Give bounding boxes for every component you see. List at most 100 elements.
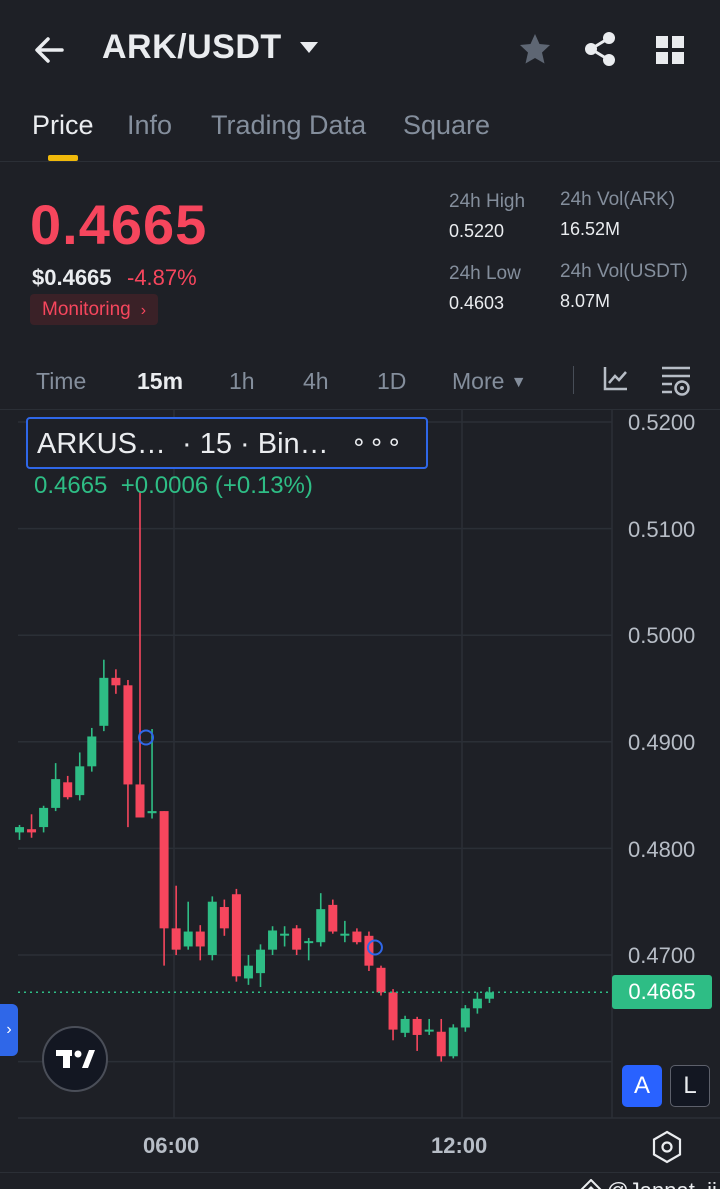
grid-icon[interactable] <box>654 34 686 66</box>
y-tick: 0.4700 <box>628 943 696 968</box>
candle-body <box>340 933 350 936</box>
symbol-label: ARKUS… · 15 · Bin… <box>37 428 329 460</box>
ohlc-readout: 0.4665 +0.0006 (+0.13%) <box>34 472 313 499</box>
event-marker <box>366 939 383 956</box>
interval-4h[interactable]: 4h <box>303 368 329 394</box>
candle-body <box>99 677 109 726</box>
interval-divider <box>573 366 574 394</box>
candle-body <box>436 1031 446 1057</box>
candle-body <box>292 928 302 950</box>
candle-body <box>87 736 97 767</box>
candle-body <box>316 909 326 943</box>
page-tabs: Price Info Trading Data Square <box>0 100 720 162</box>
candle-body <box>111 677 121 686</box>
tab-square[interactable]: Square <box>403 110 491 140</box>
chevron-right-icon: › <box>140 302 147 319</box>
stat-low-value: 0.4603 <box>449 293 505 313</box>
y-tick: 0.5000 <box>628 623 696 648</box>
candle-body <box>219 907 229 929</box>
candle-body <box>75 766 85 796</box>
candle-body <box>183 931 193 947</box>
active-tab-indicator <box>48 155 78 161</box>
candle-body <box>195 931 205 947</box>
candle-body <box>328 904 338 932</box>
more-options-icon[interactable]: ∘∘∘ <box>351 428 404 456</box>
monitoring-label: Monitoring <box>42 299 131 320</box>
stat-vol-base-value: 16.52M <box>560 219 621 239</box>
candle-body <box>231 894 241 977</box>
candle-body <box>268 930 278 950</box>
candle-body <box>15 827 24 833</box>
y-tick: 0.5100 <box>628 517 696 542</box>
candle-body <box>63 782 73 798</box>
interval-1h[interactable]: 1h <box>229 368 255 394</box>
chart-settings-icon[interactable] <box>660 364 692 396</box>
candle-body <box>123 685 133 785</box>
interval-more[interactable]: More ▼ <box>452 368 527 395</box>
interval-time[interactable]: Time <box>36 368 87 394</box>
candle-body <box>388 992 398 1030</box>
price-change-percent: -4.87% <box>127 265 197 290</box>
tradingview-logo[interactable] <box>42 1026 108 1092</box>
tab-info[interactable]: Info <box>127 110 173 140</box>
candle-body <box>171 928 181 950</box>
share-icon[interactable] <box>582 30 618 68</box>
candle-body <box>412 1018 422 1035</box>
candle-body <box>207 901 217 955</box>
indicator-icon[interactable] <box>602 364 630 392</box>
stat-high-label: 24h High <box>449 191 526 212</box>
tab-price[interactable]: Price <box>32 110 94 140</box>
candle-body <box>27 829 37 833</box>
stat-vol-base-label: 24h Vol(ARK) <box>560 189 676 210</box>
log-scale-button[interactable]: L <box>670 1065 710 1107</box>
last-price: 0.4665 <box>30 193 208 256</box>
candle-body <box>243 965 253 979</box>
tradingview-logo-icon <box>56 1050 95 1068</box>
top-bar: ARK/USDT <box>0 0 720 100</box>
candle-body <box>352 931 362 943</box>
hexagon-settings-icon[interactable] <box>650 1130 684 1164</box>
stat-low-label: 24h Low <box>449 263 521 284</box>
stat-high-value: 0.5220 <box>449 221 505 241</box>
caret-down-icon: ▼ <box>510 374 527 391</box>
star-icon[interactable] <box>518 32 552 66</box>
symbol-legend[interactable]: ARKUS… · 15 · Bin… ∘∘∘ <box>26 417 428 469</box>
candle-body <box>135 784 145 818</box>
current-price-badge: 0.4665 <box>612 975 712 1009</box>
monitoring-button[interactable]: Monitoring › <box>30 294 159 325</box>
pair-title[interactable]: ARK/USDT <box>102 28 282 66</box>
chart-canvas[interactable] <box>0 410 720 1189</box>
candle-body <box>159 811 169 929</box>
candle-body <box>39 807 49 828</box>
interval-bar: Time 15m 1h 4h 1D More ▼ <box>0 358 720 410</box>
y-tick: 0.4900 <box>628 730 696 755</box>
tab-trading-data[interactable]: Trading Data <box>211 110 367 140</box>
candle-body <box>424 1029 434 1032</box>
candle-body <box>472 998 482 1009</box>
stat-vol-quote-label: 24h Vol(USDT) <box>560 261 688 282</box>
candle-body <box>256 949 265 974</box>
watermark: @Jannat ji <box>556 1152 717 1189</box>
interval-15m[interactable]: 15m <box>137 368 184 394</box>
candle-body <box>484 992 494 999</box>
caret-down-icon[interactable] <box>298 40 320 56</box>
bottom-divider <box>0 1172 720 1173</box>
candle-body <box>51 779 61 808</box>
y-tick: 0.5200 <box>628 410 696 435</box>
side-panel-handle[interactable]: › <box>0 1004 18 1056</box>
candle-body <box>376 967 386 993</box>
candle-body <box>280 933 290 936</box>
auto-scale-button[interactable]: A <box>622 1065 662 1107</box>
candle-body <box>448 1027 458 1057</box>
binance-square-icon <box>581 1179 602 1189</box>
candlestick-chart[interactable]: ARKUS… · 15 · Bin… ∘∘∘ 0.4665 +0.0006 (+… <box>0 410 720 1189</box>
price-usd: $0.4665 <box>32 265 112 290</box>
watermark-text: @Jannat ji <box>606 1178 716 1189</box>
interval-more-label: More <box>452 368 505 394</box>
event-marker <box>138 729 154 746</box>
interval-1d[interactable]: 1D <box>377 368 407 394</box>
candle-body <box>400 1018 410 1033</box>
x-tick: 12:00 <box>431 1133 488 1158</box>
back-arrow-icon[interactable] <box>32 32 68 68</box>
candle-body <box>460 1008 470 1028</box>
